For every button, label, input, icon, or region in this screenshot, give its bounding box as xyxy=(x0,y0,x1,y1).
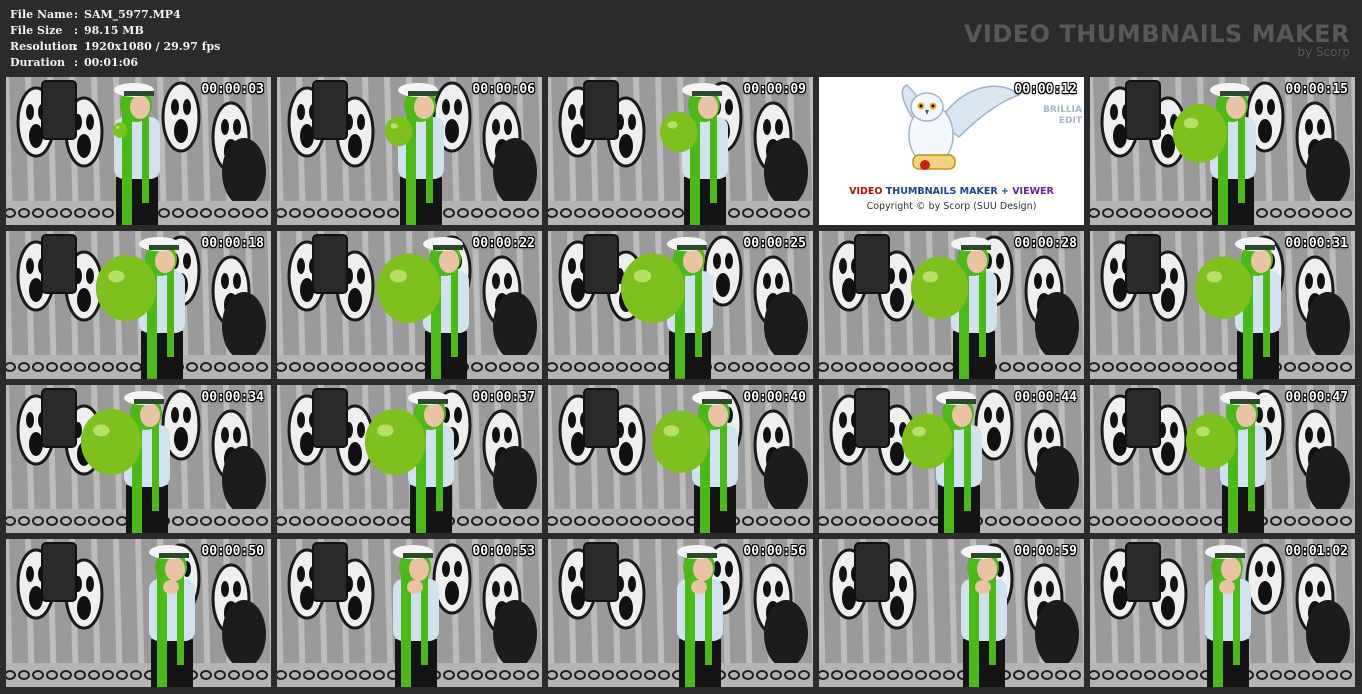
thumbnail: 00:00:56 xyxy=(548,539,813,687)
timestamp-label: 00:00:37 xyxy=(472,390,535,405)
video-frame-image xyxy=(1090,539,1355,687)
thumbnail: 00:00:31 xyxy=(1090,231,1355,379)
logo-product-name-part: VIEWER xyxy=(1012,186,1054,197)
thumbnail: 00:00:47 xyxy=(1090,385,1355,533)
timestamp-label: 00:00:18 xyxy=(201,236,264,251)
logo-copyright: Copyright © by Scorp (SUU Design) xyxy=(866,201,1037,212)
video-frame-image xyxy=(548,77,813,225)
video-frame-image xyxy=(277,539,542,687)
thumbnail: 00:00:50 xyxy=(6,539,271,687)
file-info-row: Duration:00:01:06 xyxy=(10,55,220,71)
file-info-key: File Name xyxy=(10,8,73,21)
file-info-key: Duration xyxy=(10,56,66,69)
file-info-sep: : xyxy=(74,56,79,69)
video-frame-image xyxy=(1090,231,1355,379)
video-frame-image xyxy=(819,539,1084,687)
thumbnail: BRILLIA EDIT VIDEO THUMBNAILS MAKER + VIEW… xyxy=(819,77,1084,225)
video-frame-image xyxy=(1090,385,1355,533)
brand-title: VIDEO THUMBNAILS MAKER xyxy=(963,20,1350,48)
file-info-sep: : xyxy=(74,24,79,37)
logo-product-name-part: THUMBNAILS MAKER + xyxy=(882,186,1013,197)
timestamp-label: 00:00:28 xyxy=(1014,236,1077,251)
thumbnail: 00:00:28 xyxy=(819,231,1084,379)
file-info-sep: : xyxy=(74,40,79,53)
video-frame-image xyxy=(277,77,542,225)
brand-subtitle: by Scorp xyxy=(1297,45,1350,59)
timestamp-label: 00:00:53 xyxy=(472,544,535,559)
file-info-value: SAM_5977.MP4 xyxy=(84,8,181,21)
video-frame-image xyxy=(819,385,1084,533)
video-frame-image xyxy=(6,385,271,533)
thumbnail: 00:00:25 xyxy=(548,231,813,379)
thumbnail: 00:00:40 xyxy=(548,385,813,533)
thumbnail: 00:00:44 xyxy=(819,385,1084,533)
video-frame-image xyxy=(548,539,813,687)
timestamp-label: 00:00:40 xyxy=(743,390,806,405)
timestamp-label: 00:00:03 xyxy=(201,82,264,97)
timestamp-label: 00:00:09 xyxy=(743,82,806,97)
thumbnail: 00:00:09 xyxy=(548,77,813,225)
file-info-key: File Size xyxy=(10,24,63,37)
thumbnail: 00:00:37 xyxy=(277,385,542,533)
logo-product-name-part: VIDEO xyxy=(849,186,883,197)
video-frame-image xyxy=(1090,77,1355,225)
timestamp-label: 00:00:06 xyxy=(472,82,535,97)
video-frame-image xyxy=(548,231,813,379)
logo-side-line: BRILLIA xyxy=(1043,105,1082,115)
timestamp-label: 00:00:56 xyxy=(743,544,806,559)
timestamp-label: 00:00:12 xyxy=(1014,82,1077,97)
file-info-value: 98.15 MB xyxy=(84,24,144,37)
file-info-row: File Name: SAM_5977.MP4 xyxy=(10,7,220,23)
logo-side-line: EDIT xyxy=(1058,116,1082,126)
thumbnail-grid: 00:00:03 00:00:06 00:00:09 BRILLIA EDIT VIDEO… xyxy=(6,77,1356,688)
timestamp-label: 00:00:25 xyxy=(743,236,806,251)
thumbnail: 00:00:34 xyxy=(6,385,271,533)
timestamp-label: 00:00:34 xyxy=(201,390,264,405)
video-frame-image xyxy=(6,77,271,225)
file-info-value: 1920x1080 / 29.97 fps xyxy=(84,40,221,53)
thumbnail: 00:00:18 xyxy=(6,231,271,379)
file-info-row: Resolution:1920x1080 / 29.97 fps xyxy=(10,39,220,55)
video-frame-image xyxy=(6,231,271,379)
timestamp-label: 00:00:22 xyxy=(472,236,535,251)
file-info-panel: File Name: SAM_5977.MP4 File Size:98.15 MB… xyxy=(10,7,220,71)
brand-watermark: VIDEO THUMBNAILS MAKER by Scorp xyxy=(964,20,1350,58)
logo-side-text: BRILLIA EDIT xyxy=(1043,105,1082,127)
video-frame-image xyxy=(6,539,271,687)
timestamp-label: 00:00:31 xyxy=(1285,236,1348,251)
thumbnail: 00:00:03 xyxy=(6,77,271,225)
logo-product-name: VIDEO THUMBNAILS MAKER + VIEWER xyxy=(819,186,1084,197)
video-frame-image xyxy=(277,231,542,379)
video-frame-image xyxy=(548,385,813,533)
timestamp-label: 00:01:02 xyxy=(1285,544,1348,559)
thumbnail: 00:00:06 xyxy=(277,77,542,225)
file-info-sep: : xyxy=(74,8,79,21)
timestamp-label: 00:00:15 xyxy=(1285,82,1348,97)
video-frame-image xyxy=(277,385,542,533)
timestamp-label: 00:00:47 xyxy=(1285,390,1348,405)
thumbnail: 00:00:22 xyxy=(277,231,542,379)
timestamp-label: 00:00:50 xyxy=(201,544,264,559)
thumbnail: 00:00:59 xyxy=(819,539,1084,687)
thumbnail: 00:00:15 xyxy=(1090,77,1355,225)
thumbnail: 00:00:53 xyxy=(277,539,542,687)
file-info-row: File Size:98.15 MB xyxy=(10,23,220,39)
video-frame-image xyxy=(819,231,1084,379)
thumbnail: 00:01:02 xyxy=(1090,539,1355,687)
timestamp-label: 00:00:44 xyxy=(1014,390,1077,405)
timestamp-label: 00:00:59 xyxy=(1014,544,1077,559)
file-info-key: Resolution xyxy=(10,40,77,53)
owl-with-scroll-icon xyxy=(901,84,1021,170)
file-info-value: 00:01:06 xyxy=(84,56,139,69)
